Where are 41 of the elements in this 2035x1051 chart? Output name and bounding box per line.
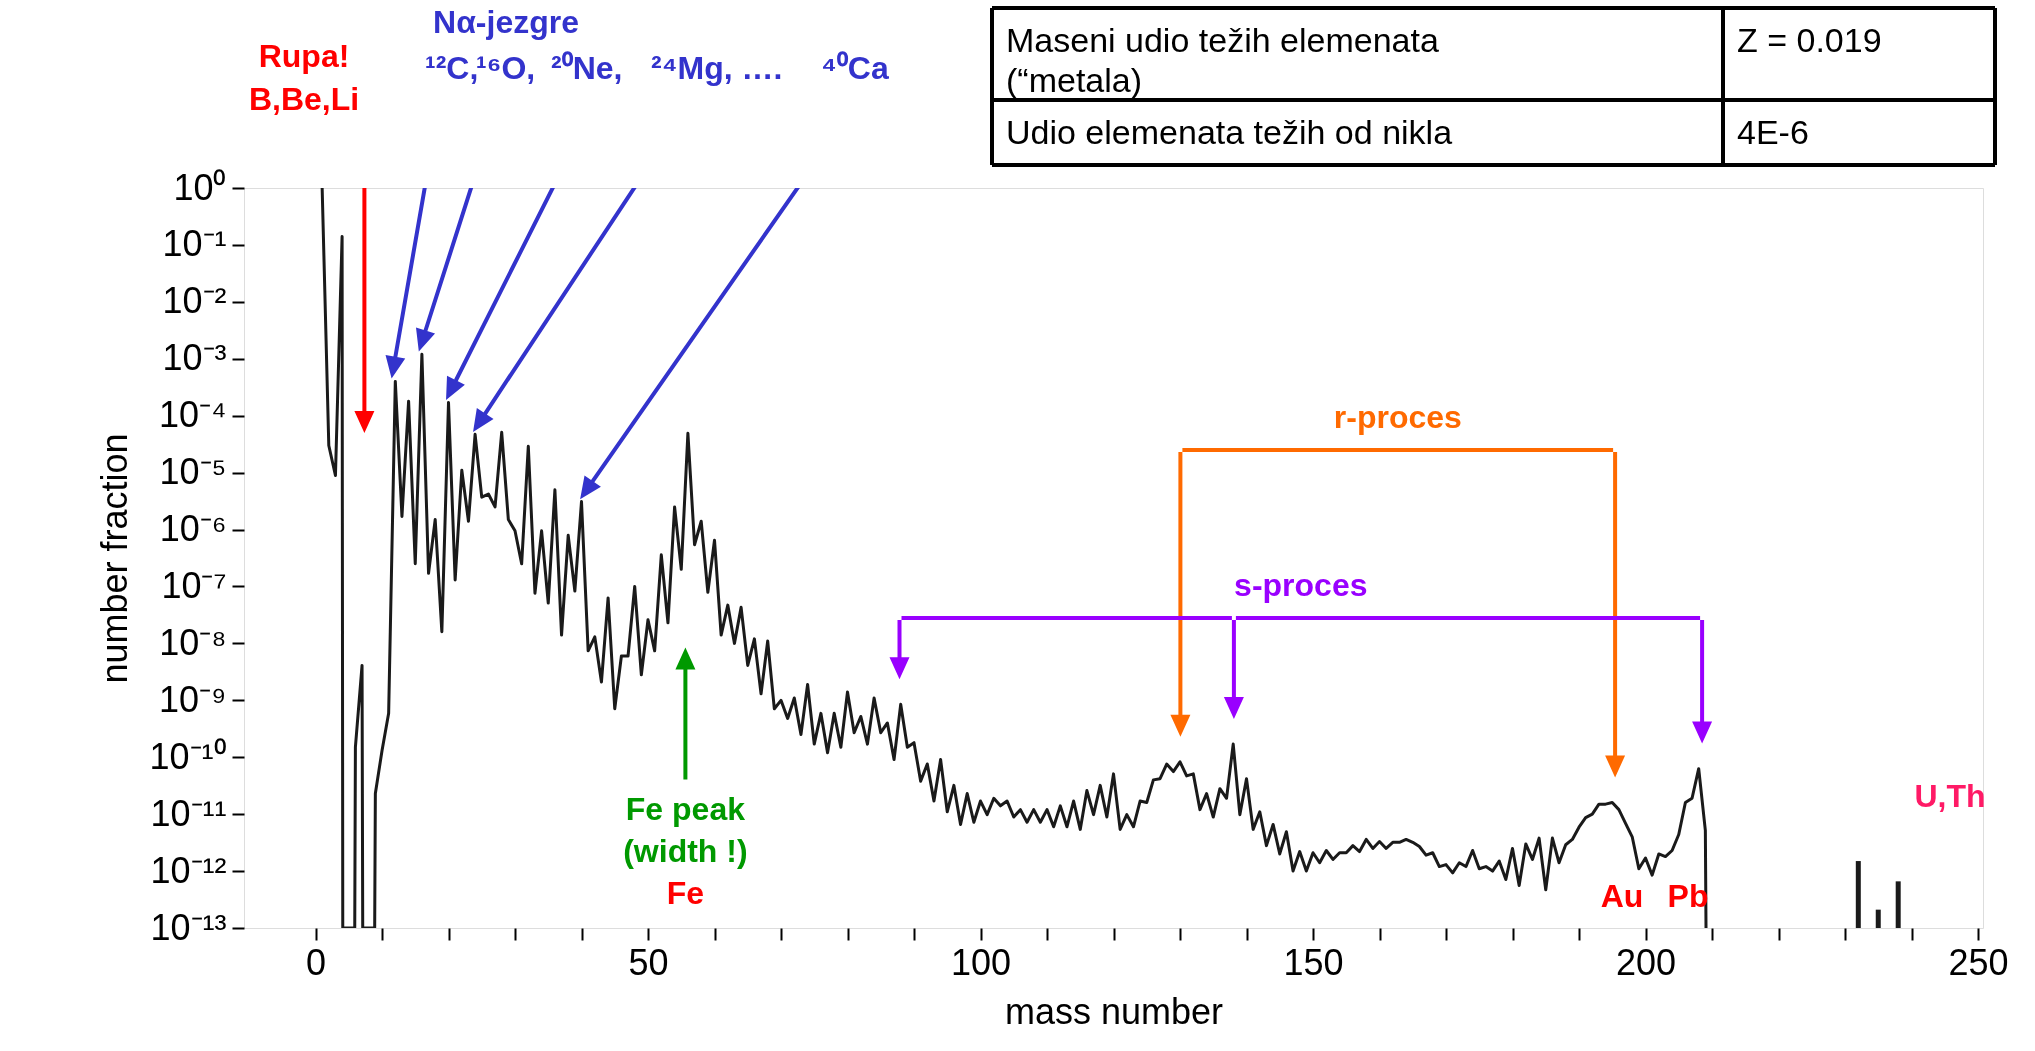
text: Udio elemenata težih od nikla xyxy=(1006,113,1453,151)
annotation: s-proces xyxy=(1234,567,1368,603)
annotation: U,Th xyxy=(1914,778,1986,814)
text: 4E-6 xyxy=(1737,113,1809,151)
x-tick-label: 150 xyxy=(1283,941,1344,983)
annotation: r-proces xyxy=(1333,399,1462,435)
y-tick-label: 10⁻³ xyxy=(162,337,227,379)
text: Maseni udio težih elemenata (“metala) xyxy=(1006,21,1439,99)
y-tick-label: 10⁻⁷ xyxy=(161,564,227,606)
y-tick-label: 10⁻⁵ xyxy=(159,451,227,493)
annotation: Au xyxy=(1600,878,1644,914)
x-tick-label: 100 xyxy=(950,941,1012,983)
text: ⁴⁰Ca xyxy=(821,50,889,86)
text: Rupa! xyxy=(258,38,350,74)
text: ¹⁶O, xyxy=(476,50,536,86)
annotation: Fe peak xyxy=(625,790,746,827)
line-series xyxy=(320,188,1708,928)
text: ²⁴Mg, …. xyxy=(651,50,783,86)
x-tick-label: 250 xyxy=(1948,941,2009,983)
y-tick-label: 10⁻⁸ xyxy=(159,621,227,663)
annotation: (width !) xyxy=(623,832,748,869)
text: B,Be,Li xyxy=(248,81,360,117)
x-tick-label: 50 xyxy=(628,941,669,983)
y-tick-label: 10⁰ xyxy=(173,166,227,208)
text: Z = 0.019 xyxy=(1737,21,1882,59)
x-tick-label: 0 xyxy=(305,941,327,983)
y-tick-label: 10⁻⁹ xyxy=(159,678,227,720)
text: ²⁰Ne, xyxy=(551,50,623,86)
text: Nα-jezgre xyxy=(433,4,579,40)
x-tick-label: 200 xyxy=(1615,941,1677,983)
annotation: Fe xyxy=(666,874,705,911)
y-axis-title: number fraction xyxy=(94,433,136,684)
y-tick-label: 10⁻⁴ xyxy=(158,394,227,436)
y-tick-label: 10⁻¹ xyxy=(162,223,227,265)
y-tick-label: 10⁻⁶ xyxy=(159,508,227,550)
y-tick-label: 10⁻¹⁰ xyxy=(149,735,227,777)
y-tick-label: 10⁻¹² xyxy=(150,849,227,891)
y-tick-label: 10⁻² xyxy=(162,280,227,322)
x-axis-title: mass number xyxy=(1004,990,1224,1032)
y-tick-label: 10⁻¹³ xyxy=(150,906,227,948)
y-tick-label: 10⁻¹¹ xyxy=(150,792,227,834)
